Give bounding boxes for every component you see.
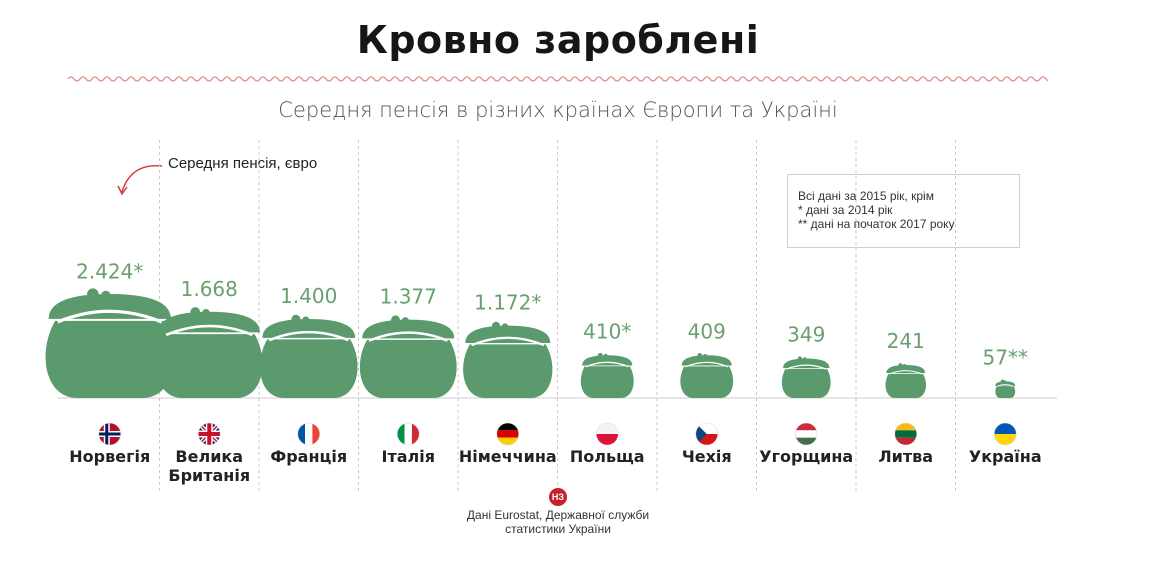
category-label: Італія — [382, 447, 436, 466]
poland-flag-icon — [595, 422, 619, 446]
czech-flag-icon — [695, 422, 719, 446]
ukraine-flag-icon — [993, 422, 1017, 446]
category-label: Литва — [878, 447, 933, 466]
category-label: Угорщина — [759, 447, 853, 466]
source-line: Дані Eurostat, Державної служби — [466, 508, 650, 522]
uk-flag-icon — [197, 422, 221, 446]
purse-mark — [885, 363, 926, 398]
purse-mark — [781, 356, 831, 398]
category-label: Україна — [969, 447, 1042, 466]
italy-flag-icon — [396, 422, 420, 446]
hungary-flag-icon — [794, 422, 818, 446]
publisher-logo-icon: НЗ — [549, 488, 567, 506]
data-label: 1.172* — [474, 290, 541, 314]
decorative-wave-divider — [68, 76, 1048, 82]
source-line: статистики України — [505, 522, 611, 536]
footnote-line: * дані за 2014 рік — [798, 203, 893, 217]
purse-mark — [580, 352, 634, 398]
category-label: Велика — [175, 447, 243, 466]
category-label: Британія — [168, 466, 250, 485]
category-label: Польща — [570, 447, 645, 466]
chart-subtitle: Середня пенсія в різних країнах Європи т… — [278, 98, 838, 122]
france-flag-icon — [297, 422, 321, 446]
data-label: 57** — [983, 345, 1028, 369]
purse-mark — [259, 314, 358, 398]
curved-arrow-icon — [117, 165, 163, 196]
purse-mark — [680, 352, 734, 398]
footnote-box: Всі дані за 2015 рік, крім * дані за 201… — [787, 174, 1020, 248]
lithuania-flag-icon — [894, 422, 918, 446]
data-label: 409 — [688, 319, 726, 343]
data-label: 349 — [787, 323, 825, 347]
chart-title: Кровно зароблені — [356, 18, 760, 62]
germany-flag-icon — [496, 422, 520, 446]
purse-mark — [995, 379, 1016, 398]
norway-flag-icon — [98, 422, 122, 446]
purse-mark — [155, 307, 263, 398]
purse-mark — [45, 288, 174, 398]
category-label: Чехія — [682, 447, 732, 466]
footnote-line: ** дані на початок 2017 року — [798, 217, 955, 231]
purse-mark — [359, 315, 457, 398]
data-label: 1.668 — [181, 277, 238, 301]
data-label: 241 — [887, 329, 925, 353]
category-label: Німеччина — [459, 447, 557, 466]
value-label-legend: Середня пенсія, євро — [168, 155, 318, 172]
purse-mark — [463, 321, 553, 398]
category-label: Франція — [270, 447, 347, 466]
category-label: Норвегія — [69, 447, 150, 466]
data-label: 410* — [583, 319, 631, 343]
data-label: 1.377 — [380, 285, 437, 309]
footnote-line: Всі дані за 2015 рік, крім — [798, 189, 934, 203]
data-source: Дані Eurostat, Державної служби статисти… — [440, 508, 676, 536]
data-label: 2.424* — [76, 260, 143, 284]
data-label: 1.400 — [280, 284, 337, 308]
